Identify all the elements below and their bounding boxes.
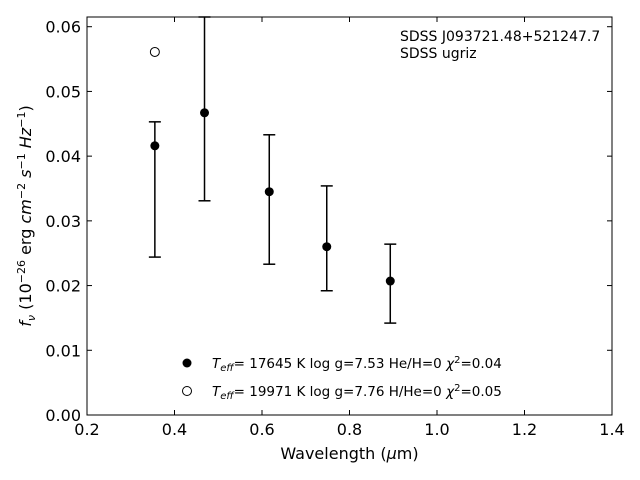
y-tick-label: 0.03 <box>45 212 81 231</box>
y-tick-label: 0.01 <box>45 341 81 360</box>
y-tick-label: 0.00 <box>45 406 81 425</box>
x-tick-label: 0.6 <box>249 420 274 439</box>
data-point <box>322 242 332 252</box>
target-annotation: SDSS J093721.48+521247.7 <box>400 29 600 45</box>
y-tick-label: 0.02 <box>45 277 81 296</box>
x-tick-label: 1.2 <box>512 420 537 439</box>
data-point <box>385 276 395 286</box>
legend-label-model-1: Teff= 17645 K log g=7.53 He/H=0 χ2=0.04 <box>212 355 502 374</box>
axis-ticks: 0.2 0.4 0.6 0.8 1.0 1.2 1.4 0.00 0.01 0.02 0.03 0.0… <box>45 17 625 439</box>
survey-annotation: SDSS ugriz <box>400 46 477 62</box>
y-tick-label: 0.05 <box>45 82 81 101</box>
legend: Teff= 17645 K log g=7.53 He/H=0 χ2=0.04 … <box>182 355 502 402</box>
legend-marker-open <box>182 386 192 396</box>
legend-marker-filled <box>182 358 192 368</box>
x-tick-label: 0.2 <box>74 420 99 439</box>
x-tick-label: 1.4 <box>599 420 624 439</box>
data-point <box>200 108 210 118</box>
data-point <box>264 187 274 197</box>
plot-area <box>86 16 613 416</box>
x-tick-label: 0.4 <box>162 420 187 439</box>
y-tick-label: 0.06 <box>45 18 81 37</box>
x-tick-label: 1.0 <box>424 420 449 439</box>
y-axis-label: fν (10−26 erg cm−2 s−1 Hz−1) <box>15 105 38 326</box>
data-point <box>150 141 160 151</box>
x-tick-label: 0.8 <box>337 420 362 439</box>
y-tick-label: 0.04 <box>45 147 81 166</box>
legend-label-model-2: Teff= 19971 K log g=7.76 H/He=0 χ2=0.05 <box>212 383 502 402</box>
x-axis-label: Wavelength (μm) <box>280 444 418 463</box>
data-point-open <box>149 46 160 57</box>
data-points <box>148 16 397 324</box>
